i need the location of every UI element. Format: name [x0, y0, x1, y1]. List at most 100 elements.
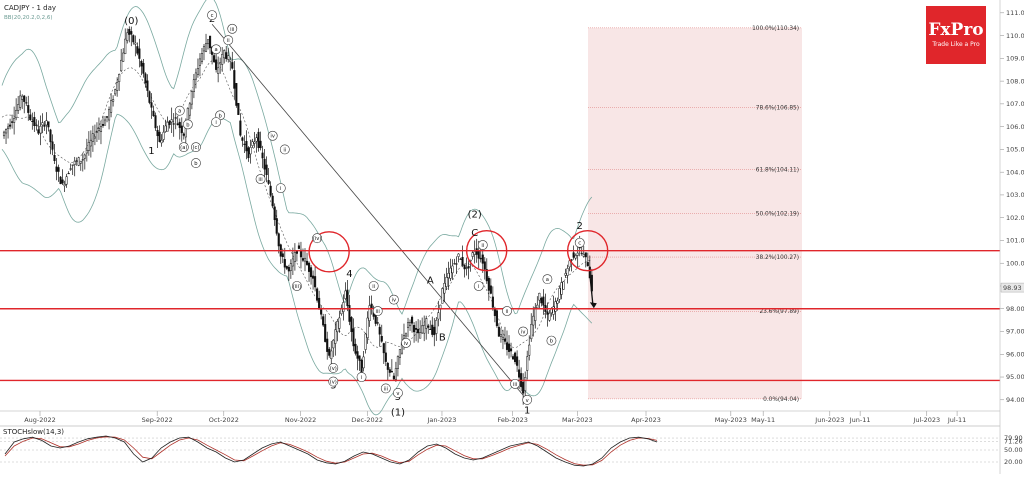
candle-body — [265, 164, 268, 175]
time-tick-label: Aug-2022 — [24, 416, 56, 424]
candle-body — [437, 312, 440, 320]
candle-body — [526, 356, 529, 371]
candle-body — [283, 259, 286, 268]
candle-body — [332, 339, 335, 349]
candle-body — [546, 311, 549, 315]
wave-label: C — [471, 228, 478, 239]
candle-body — [247, 147, 250, 159]
candle-body — [202, 46, 206, 52]
fib-label: 38.2%(100.27) — [756, 255, 799, 261]
wave-circle — [267, 130, 278, 141]
candle-body — [316, 288, 319, 301]
candle-body — [562, 281, 565, 290]
candle-body — [136, 46, 139, 54]
logo-box — [926, 6, 986, 64]
circled-wave-label: (a) — [180, 145, 187, 151]
candle-body — [512, 356, 515, 360]
candle-body — [542, 296, 545, 306]
candle-body — [453, 263, 456, 265]
fib-label: 78.6%(106.85) — [756, 105, 799, 111]
candle-body — [566, 268, 569, 276]
candle-body — [459, 258, 462, 260]
circled-wave-label: iv — [404, 341, 409, 347]
candle-body — [253, 141, 256, 144]
candle-body — [574, 255, 577, 259]
candle-body — [495, 310, 498, 327]
candle-body — [524, 377, 527, 392]
circled-wave-label: ii — [506, 309, 509, 315]
candle-body — [95, 131, 98, 133]
candle-body — [312, 275, 315, 279]
candle-body — [73, 160, 76, 165]
wave-circle — [227, 23, 238, 34]
candle-body — [471, 252, 474, 257]
candle-body — [85, 149, 88, 154]
candle-body — [263, 158, 266, 170]
price-tick-label: 94.00 — [1006, 396, 1024, 404]
candle-body — [35, 124, 38, 126]
candle-body — [122, 52, 125, 62]
candle-body — [140, 61, 143, 67]
candles — [2, 26, 593, 405]
candle-body — [461, 257, 464, 266]
circled-wave-label: ii — [283, 147, 286, 153]
candle-body — [364, 333, 367, 350]
bollinger-lower-band — [1, 113, 593, 416]
candle-body — [13, 118, 16, 123]
wave-circle — [279, 144, 290, 155]
candle-body — [443, 283, 446, 294]
candle-body — [196, 68, 199, 75]
fib-label: 50.0%(102.19) — [756, 211, 799, 217]
candle-body — [285, 266, 288, 269]
candle-body — [516, 356, 519, 366]
candle-body — [556, 300, 559, 304]
candle-body — [114, 89, 117, 95]
wave-circle — [546, 335, 557, 346]
wave-circle — [178, 142, 189, 153]
circled-wave-label: iv — [521, 330, 526, 336]
candle-body — [255, 137, 258, 142]
candle-body — [429, 328, 432, 330]
candle-body — [148, 91, 151, 103]
bollinger-upper-band — [1, 0, 593, 315]
candle-body — [245, 141, 248, 152]
circled-wave-label: c — [211, 13, 214, 19]
candle-body — [475, 248, 478, 255]
forecast-arrow — [589, 274, 597, 309]
circled-wave-label: v — [396, 391, 399, 397]
wave-circle — [393, 388, 403, 398]
candle-body — [146, 80, 149, 91]
candle-body — [356, 351, 359, 359]
indicator-label: BB(20,20.2,0,2,6) — [4, 15, 53, 21]
circled-wave-label: i — [280, 186, 281, 192]
candle-body — [97, 128, 101, 132]
candle-body — [538, 292, 541, 301]
candle-body — [19, 95, 22, 108]
price-tick-label: 106.00 — [1006, 123, 1024, 131]
candle-body — [314, 276, 317, 288]
candle-body — [507, 343, 511, 352]
candle-body — [271, 195, 274, 207]
candle-body — [584, 252, 587, 258]
wave-label: (2) — [468, 210, 482, 221]
candle-body — [110, 100, 113, 113]
candle-body — [514, 352, 517, 363]
candle-body — [320, 309, 323, 315]
candle-body — [21, 95, 24, 100]
candle-body — [11, 121, 14, 123]
horizontal-levels — [0, 249, 1000, 382]
candle-body — [209, 35, 212, 49]
candle-body — [168, 120, 171, 125]
candle-body — [413, 325, 416, 333]
candle-body — [380, 335, 383, 342]
price-tick-label: 95.00 — [1006, 373, 1024, 381]
candle-body — [55, 166, 58, 172]
highlight-circles — [308, 229, 609, 273]
candle-body — [570, 259, 573, 261]
candle-body — [350, 317, 353, 333]
candle-body — [89, 139, 92, 147]
candle-body — [326, 338, 329, 352]
candle-body — [392, 375, 395, 380]
circled-wave-label: i — [478, 284, 479, 290]
